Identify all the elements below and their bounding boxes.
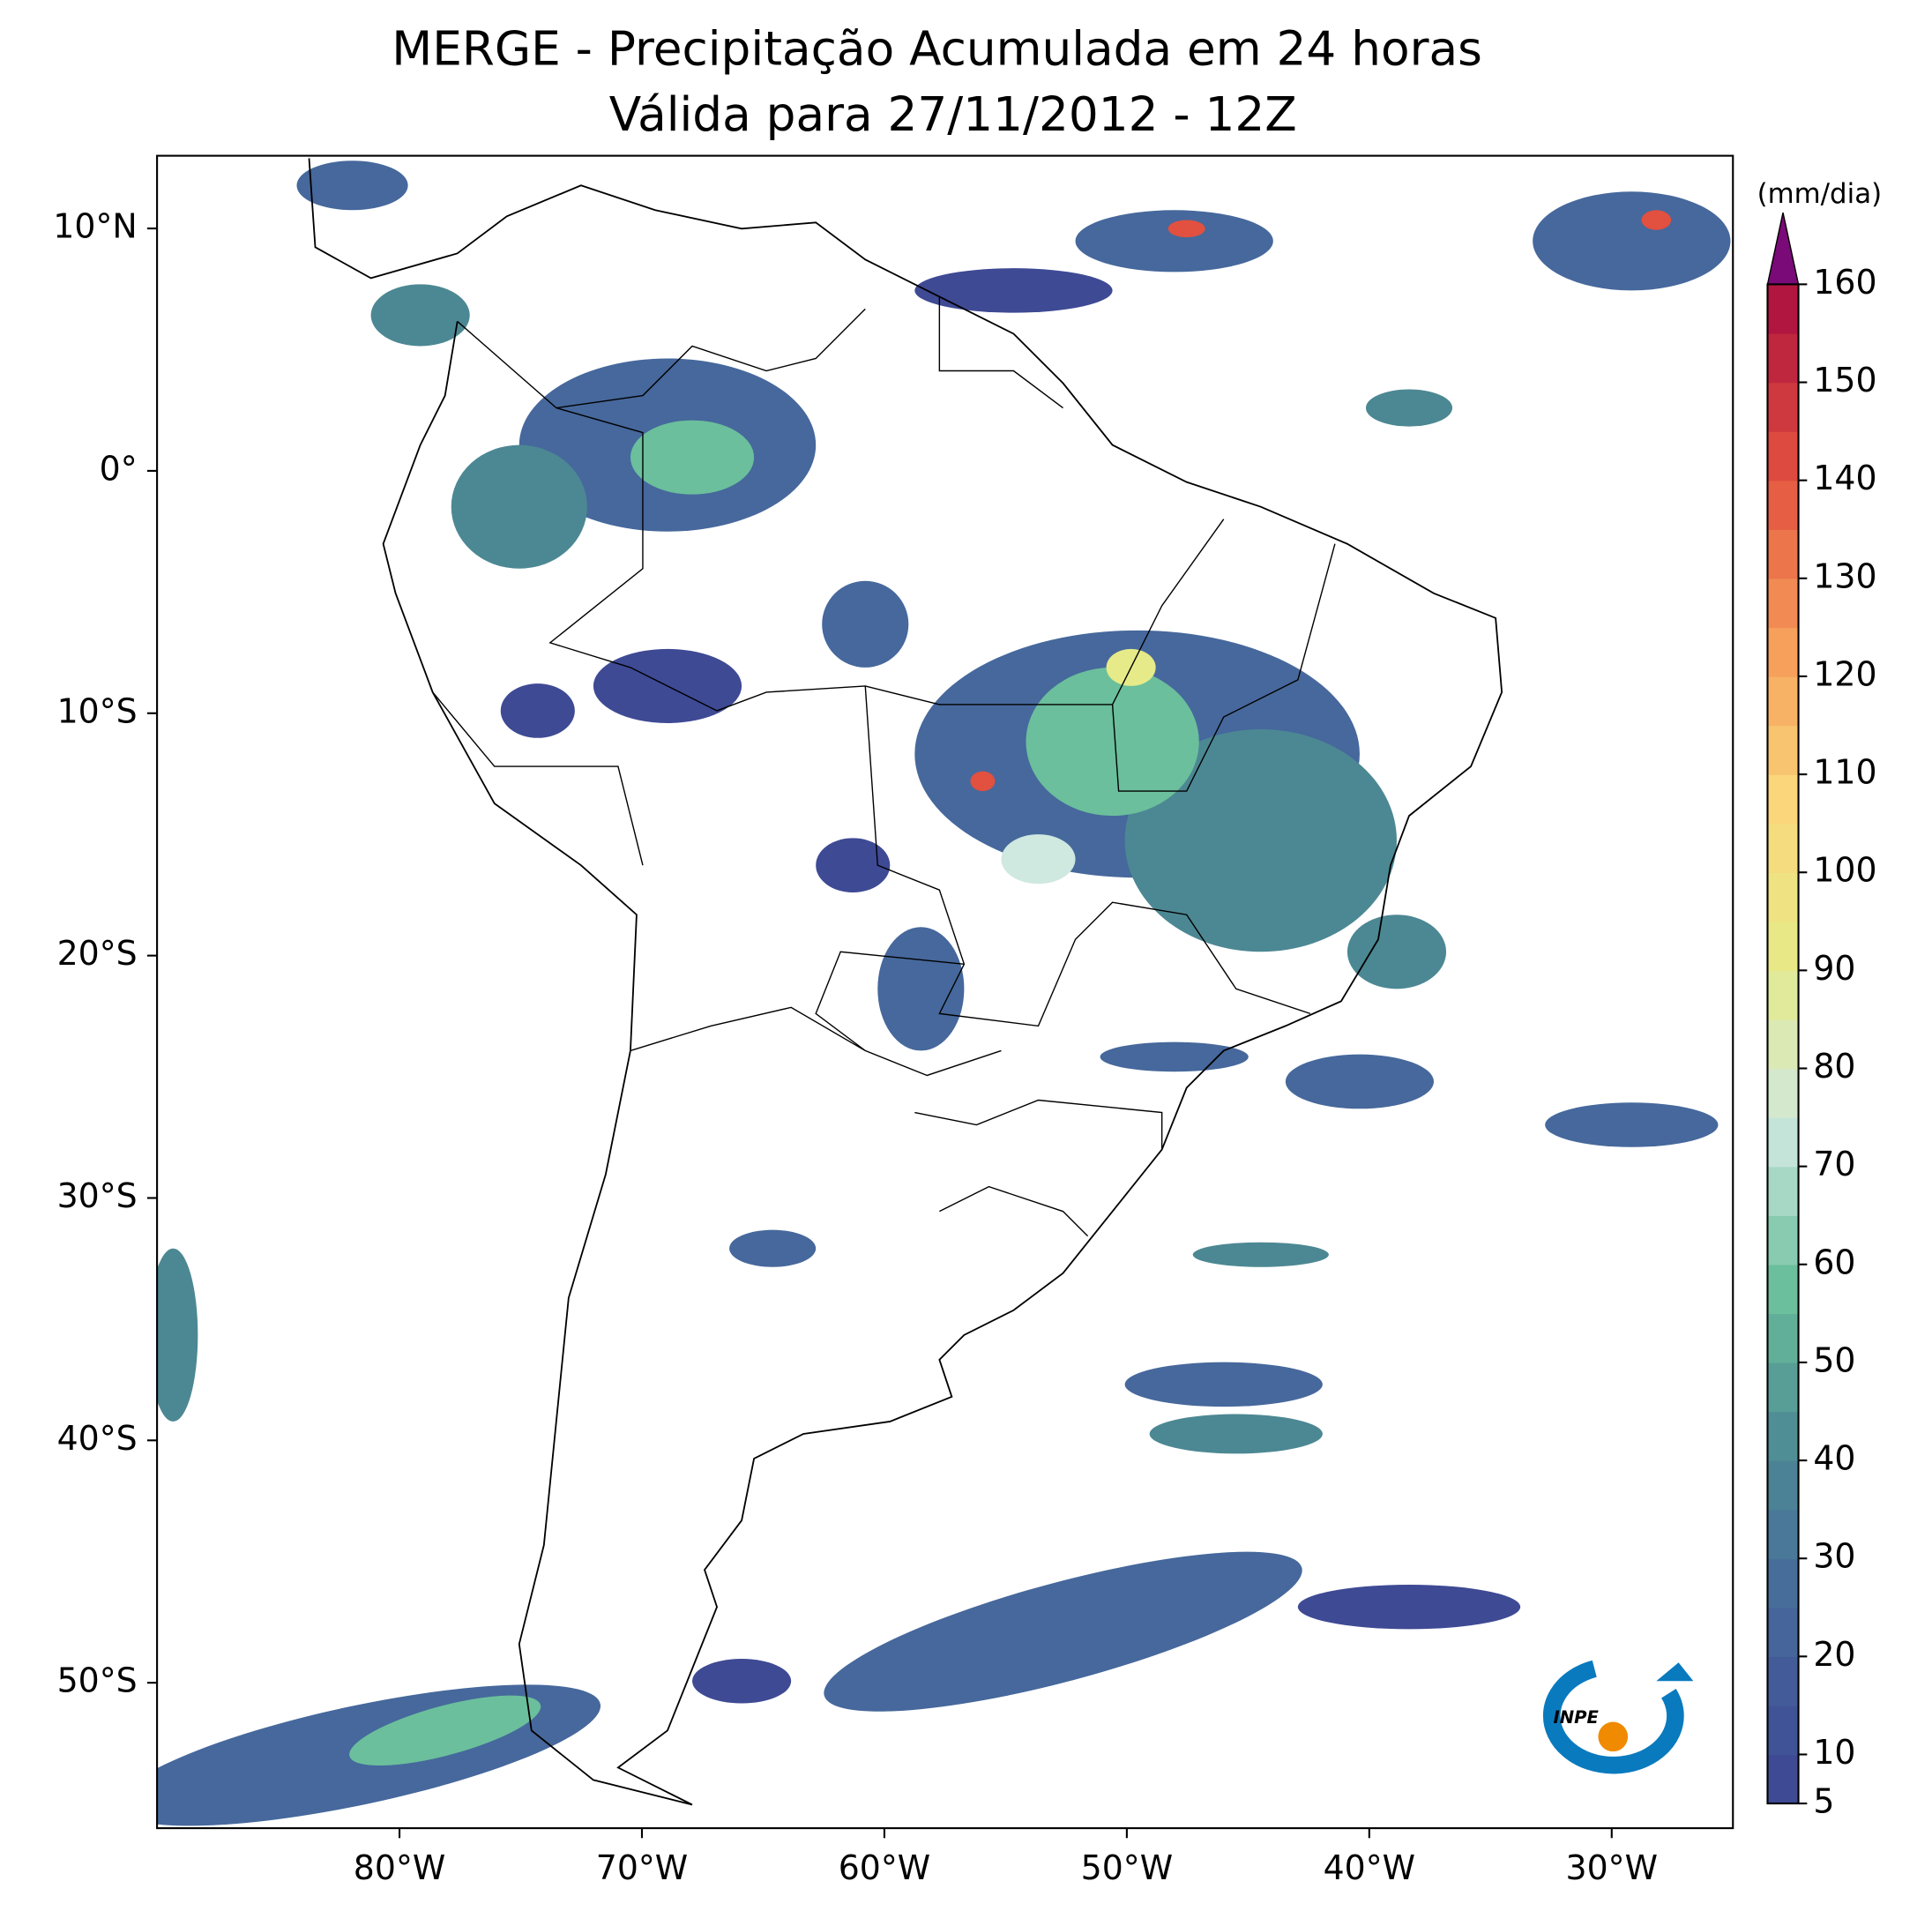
colorbar-band — [1767, 1068, 1799, 1118]
colorbar-band — [1767, 1607, 1799, 1658]
colorbar-tick-label: 120 — [1813, 654, 1876, 693]
colorbar-band — [1767, 970, 1799, 1020]
colorbar-tick-label: 140 — [1813, 459, 1876, 497]
colorbar-tick-label: 110 — [1813, 753, 1876, 792]
colorbar-band — [1767, 332, 1799, 384]
colorbar-band — [1767, 1215, 1799, 1265]
colorbar-tick-label: 10 — [1813, 1733, 1855, 1772]
subtitle: Válida para 27/11/2012 - 12Z — [609, 87, 1297, 142]
y-tick-label: 10°N — [53, 207, 137, 246]
colorbar-band — [1767, 480, 1799, 530]
colorbar-band — [1767, 431, 1799, 481]
colorbar-tick-label: 60 — [1813, 1243, 1855, 1281]
colorbar-label: (mm/dia) — [1757, 178, 1883, 210]
colorbar-band — [1767, 1313, 1799, 1363]
colorbar-band — [1767, 823, 1799, 873]
colorbar-band — [1767, 1705, 1799, 1756]
colorbar-tick-label: 90 — [1813, 949, 1855, 988]
colorbar-tick-label: 80 — [1813, 1047, 1855, 1086]
colorbar-tick-label: 70 — [1813, 1145, 1855, 1183]
colorbar-band — [1767, 1754, 1799, 1804]
colorbar-tick-label: 40 — [1813, 1439, 1855, 1478]
colorbar-band — [1767, 872, 1799, 922]
colorbar-tick-label: 130 — [1813, 556, 1876, 595]
colorbar-band — [1767, 284, 1799, 334]
colorbar-tick-label: 160 — [1813, 263, 1876, 302]
y-tick-label: 10°S — [57, 691, 138, 730]
x-tick-label: 60°W — [839, 1848, 930, 1887]
colorbar-band — [1767, 1362, 1799, 1413]
logo-text: INPE — [1553, 1707, 1599, 1728]
x-tick-label: 50°W — [1081, 1848, 1173, 1887]
colorbar-tick-label: 50 — [1813, 1340, 1855, 1379]
y-tick-label: 50°S — [57, 1661, 138, 1700]
colorbar-tick-label: 5 — [1813, 1782, 1834, 1821]
x-tick-label: 70°W — [596, 1848, 688, 1887]
colorbar-band — [1767, 1656, 1799, 1706]
precipitation — [157, 160, 1731, 1826]
colorbar-band — [1767, 1264, 1799, 1315]
colorbar-band — [1767, 1558, 1799, 1609]
y-tick-label: 30°S — [57, 1176, 138, 1215]
colorbar-tick-label: 20 — [1813, 1635, 1855, 1674]
coastline — [308, 158, 1503, 1806]
x-tick-label: 30°W — [1566, 1848, 1658, 1887]
title: MERGE - Precipitação Acumulada em 24 hor… — [392, 22, 1482, 77]
colorbar-extend — [1766, 212, 1800, 286]
colorbar-band — [1767, 1019, 1799, 1070]
colorbar-frame — [1766, 283, 1800, 1805]
colorbar-band — [1767, 529, 1799, 579]
colorbar-tick-label: 100 — [1813, 851, 1876, 890]
x-tick-label: 80°W — [354, 1848, 445, 1887]
colorbar-band — [1767, 1411, 1799, 1461]
inpe-logo: INPE — [1542, 1660, 1694, 1774]
colorbar-band — [1767, 1166, 1799, 1216]
colorbar-band — [1767, 627, 1799, 677]
colorbar-tick-label: 30 — [1813, 1537, 1855, 1576]
map-area — [157, 158, 1731, 1826]
colorbar-band — [1767, 676, 1799, 727]
colorbar-band — [1767, 921, 1799, 972]
map-frame — [156, 154, 1734, 1830]
colorbar-band — [1767, 1509, 1799, 1559]
colorbar-band — [1767, 725, 1799, 775]
colorbar-band — [1767, 1117, 1799, 1168]
colorbar-band — [1767, 382, 1799, 432]
colorbar-tick-label: 150 — [1813, 361, 1876, 399]
y-tick-label: 20°S — [57, 934, 138, 973]
colorbar-band — [1767, 578, 1799, 629]
borders — [432, 296, 1336, 1237]
y-tick-label: 40°S — [57, 1419, 138, 1458]
y-tick-label: 0° — [100, 449, 138, 488]
colorbar-band — [1767, 774, 1799, 825]
colorbar-band — [1767, 1460, 1799, 1511]
x-tick-label: 40°W — [1324, 1848, 1415, 1887]
